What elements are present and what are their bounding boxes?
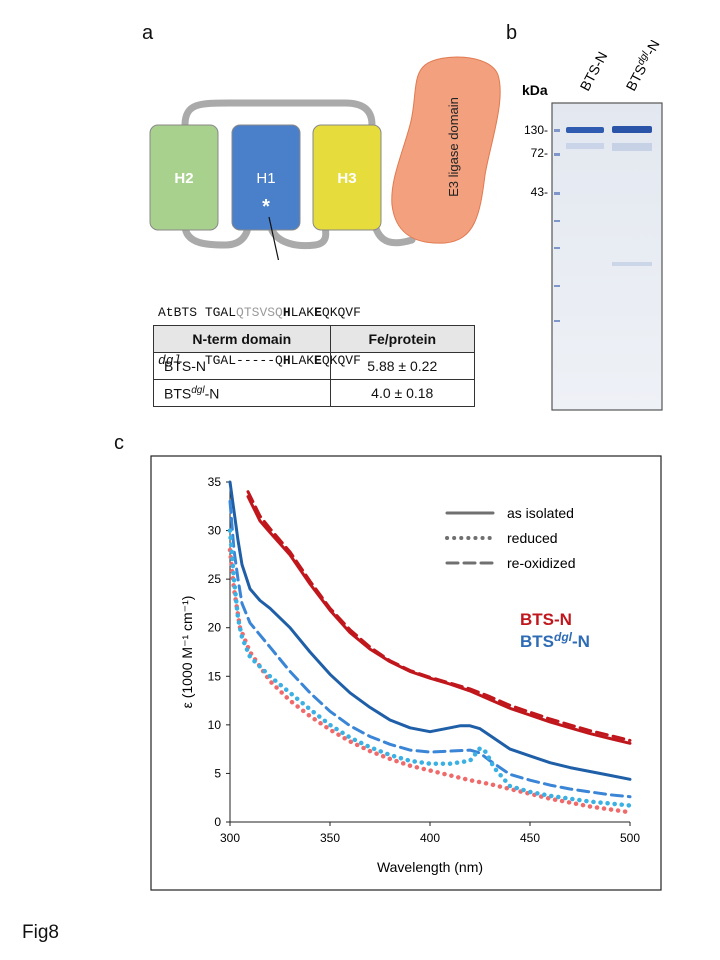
table-row: BTSdgl-N 4.0 ± 0.18 bbox=[153, 379, 476, 407]
h2-domain bbox=[149, 124, 219, 231]
y-tick-label: 20 bbox=[208, 621, 222, 635]
h1-domain bbox=[231, 124, 301, 231]
ladder-band bbox=[554, 153, 560, 156]
y-tick-label: 15 bbox=[208, 669, 222, 683]
sequence-segment: H bbox=[282, 305, 291, 320]
e3-label: E3 ligase domain bbox=[446, 97, 461, 197]
figure-caption: Fig8 bbox=[22, 922, 59, 943]
protein-superscript: dgl bbox=[191, 384, 205, 396]
table-header: Fe/protein bbox=[329, 325, 476, 353]
table-header: N-term domain bbox=[153, 325, 331, 353]
marker-130: 130- bbox=[524, 123, 548, 137]
series-line-4 bbox=[228, 499, 632, 799]
table-cell-protein: BTS-N bbox=[153, 352, 331, 380]
linker-paths bbox=[181, 99, 416, 250]
series-line-0 bbox=[246, 495, 632, 745]
legend-protein-label: BTS-N bbox=[520, 610, 572, 629]
chart-frame bbox=[150, 455, 662, 891]
h3-label: H3 bbox=[337, 170, 356, 187]
y-tick-label: 0 bbox=[214, 815, 221, 829]
sequence-segment: TGAL bbox=[204, 305, 237, 320]
series-line-3 bbox=[228, 480, 632, 781]
protein-suffix: -N bbox=[204, 385, 220, 402]
y-tick-label: 25 bbox=[208, 572, 222, 586]
table-header-row: N-term domain Fe/protein bbox=[153, 325, 476, 353]
sequence-row-atbts: AtBTS TGALQTSVSQHLAKEQKQVF bbox=[158, 305, 361, 321]
ladder-band bbox=[554, 320, 560, 322]
y-tick-label: 30 bbox=[208, 524, 222, 538]
sequence-segment: QTSVSQ bbox=[236, 305, 283, 320]
x-tick-label: 450 bbox=[520, 831, 540, 845]
marker-43: 43- bbox=[531, 185, 548, 199]
series-line-5 bbox=[227, 528, 633, 808]
protein-name: BTS-N bbox=[164, 358, 206, 374]
h2-label: H2 bbox=[174, 170, 193, 187]
band-faint bbox=[612, 143, 652, 151]
fe-protein-table: N-term domain Fe/protein BTS-N 5.88 ± 0.… bbox=[153, 325, 476, 407]
legend-style-label: re-oxidized bbox=[507, 555, 575, 571]
y-axis-title: ε (1000 M⁻¹ cm⁻¹) bbox=[179, 596, 195, 709]
spectra-chart: 0 5 10 15 20 25 30 35 300 350 400 450 500 Wavelength … bbox=[150, 455, 662, 891]
lane-label-bts-n: BTS-N bbox=[577, 49, 611, 94]
h3-domain bbox=[312, 124, 382, 231]
band-bts-n-main bbox=[566, 127, 604, 133]
table-cell-value: 5.88 ± 0.22 bbox=[329, 352, 476, 380]
band-faint bbox=[566, 143, 604, 149]
panel-b-label: b bbox=[506, 22, 518, 44]
y-tick-label: 5 bbox=[214, 766, 221, 780]
kda-label: kDa bbox=[522, 82, 548, 98]
legend-protein-label: BTSdgl-N bbox=[520, 630, 590, 651]
band-faint bbox=[612, 262, 652, 266]
linker-bottom-mid bbox=[266, 221, 330, 250]
lane-label-btsdgl-n: BTSdgl-N bbox=[623, 40, 663, 93]
series-line-2 bbox=[227, 547, 633, 815]
sequence-segment: E bbox=[314, 305, 322, 320]
legend-style-label: reduced bbox=[507, 530, 558, 546]
panel-c-label: c bbox=[114, 432, 124, 454]
h1-label: H1 bbox=[256, 170, 275, 187]
linker-bottom-left bbox=[181, 221, 252, 249]
h1-asterisk: * bbox=[262, 196, 270, 218]
h1-callout-line bbox=[268, 216, 280, 260]
ladder-band bbox=[554, 220, 560, 222]
sequence-segment: QKQVF bbox=[321, 305, 361, 320]
marker-ladder bbox=[554, 129, 560, 322]
ladder-band bbox=[554, 247, 560, 249]
x-tick-label: 300 bbox=[220, 831, 240, 845]
ladder-band bbox=[554, 129, 560, 132]
plot-area: 0 5 10 15 20 25 30 35 300 350 400 450 500 Wavelength … bbox=[179, 475, 640, 875]
sequence-text: TGALQTSVSQHLAKEQKQVF bbox=[205, 305, 361, 320]
y-tick-label: 10 bbox=[208, 718, 222, 732]
sequence-name: AtBTS bbox=[158, 305, 198, 320]
panel-a-label: a bbox=[142, 22, 154, 44]
table-cell-value: 4.0 ± 0.18 bbox=[329, 379, 476, 407]
ladder-band bbox=[554, 285, 560, 287]
series-line-1 bbox=[246, 490, 632, 742]
domain-diagram: H2 H1 * H3 E3 ligase domain bbox=[149, 56, 501, 260]
legend-style-label: as isolated bbox=[507, 505, 574, 521]
gel-body bbox=[551, 102, 663, 411]
e3-ligase-domain bbox=[391, 56, 501, 244]
x-tick-label: 500 bbox=[620, 831, 640, 845]
linker-top bbox=[181, 99, 376, 129]
sequence-segment: LAK bbox=[290, 305, 315, 320]
marker-72: 72- bbox=[531, 146, 548, 160]
y-tick-label: 35 bbox=[208, 475, 222, 489]
x-tick-label: 400 bbox=[420, 831, 440, 845]
table-cell-protein: BTSdgl-N bbox=[153, 379, 331, 407]
x-tick-label: 350 bbox=[320, 831, 340, 845]
x-axis-title: Wavelength (nm) bbox=[377, 859, 483, 875]
protein-name: BTS bbox=[164, 385, 192, 402]
ladder-band bbox=[554, 192, 560, 195]
table-row: BTS-N 5.88 ± 0.22 bbox=[153, 352, 476, 380]
band-btsdgl-n-main bbox=[612, 126, 652, 133]
gel-figure: kDa BTS-N BTSdgl-N 130- 72- 43- bbox=[522, 40, 663, 411]
